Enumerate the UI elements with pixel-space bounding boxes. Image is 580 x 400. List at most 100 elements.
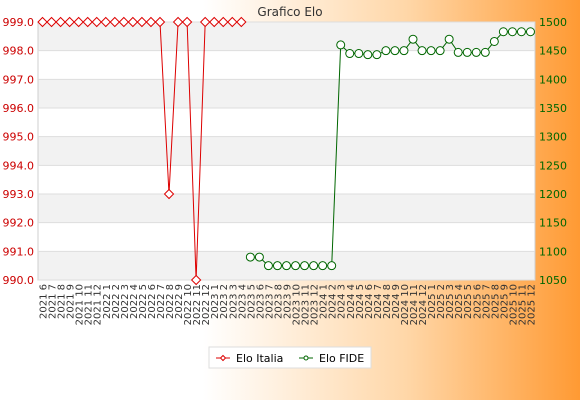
y-right-tick-label: 1400 — [539, 73, 567, 86]
series-point — [381, 46, 391, 56]
x-tick-label: 2022 12 — [201, 284, 212, 325]
plot-band — [38, 136, 535, 166]
y-right-tick-label: 1500 — [539, 16, 567, 29]
series-point — [199, 16, 211, 28]
series-point — [209, 16, 220, 28]
x-tick-label: 2025 12 — [526, 284, 537, 325]
series-point — [390, 46, 400, 56]
series-point — [408, 34, 418, 44]
y-right-tick-label: 1250 — [539, 159, 567, 172]
series-point — [272, 261, 282, 271]
x-tick-label: 2024 11 — [409, 284, 420, 325]
x-tick-label: 2022 4 — [129, 284, 140, 319]
series-point — [263, 261, 273, 271]
x-tick-label: 2024 1 — [319, 284, 330, 319]
series-point — [82, 16, 93, 28]
legend-swatch-marker — [219, 354, 227, 362]
y-left-tick-label: 994.0 — [3, 159, 35, 172]
series-point — [471, 47, 481, 57]
series-point — [236, 16, 247, 28]
x-tick-label: 2021 10 — [75, 284, 86, 325]
x-tick-label: 2023 12 — [310, 284, 321, 325]
series-point — [354, 49, 364, 59]
series-point — [91, 16, 102, 28]
series-point — [55, 16, 66, 28]
plot-area — [37, 21, 536, 281]
series-point — [426, 46, 436, 56]
plot-band — [38, 50, 535, 80]
x-tick-label: 2024 10 — [400, 284, 411, 325]
chart-title: Grafico Elo — [257, 5, 322, 19]
x-tick-label: 2022 6 — [147, 284, 158, 319]
series-layer — [37, 16, 535, 286]
x-tick-label: 2021 11 — [84, 284, 95, 325]
y-left-tick-label: 993.0 — [3, 188, 35, 201]
x-tick-label: 2025 11 — [517, 284, 528, 325]
x-tick-label: 2021 8 — [57, 284, 68, 319]
x-tick-label: 2024 12 — [418, 284, 429, 325]
y-right-tick-label: 1350 — [539, 102, 567, 115]
series-point — [163, 188, 175, 200]
series-point — [100, 16, 111, 28]
y-right-tick-label: 1200 — [539, 188, 567, 201]
x-tick-label: 2025 4 — [454, 284, 465, 319]
series-point — [245, 252, 255, 262]
x-tick-label: 2023 11 — [301, 284, 312, 325]
y-left-tick-label: 999.0 — [3, 16, 35, 29]
series-point — [309, 261, 319, 271]
series-point — [218, 16, 229, 28]
x-tick-label: 2024 6 — [364, 284, 375, 319]
series-point — [399, 46, 409, 56]
y-right-tick-label: 1450 — [539, 45, 567, 58]
y-right-axis: 1050 1100 1150 1200 1250 1300 1350 1400 1450 1500 — [539, 16, 567, 287]
plot-band — [38, 194, 535, 223]
series-point — [136, 16, 148, 28]
x-tick-label: 2025 8 — [490, 284, 501, 319]
series-point — [453, 47, 463, 57]
legend-label: Elo FIDE — [319, 352, 364, 365]
y-right-tick-label: 1050 — [539, 274, 567, 287]
series-point — [118, 16, 130, 28]
y-left-tick-label: 997.0 — [3, 73, 35, 86]
x-tick-label: 2025 7 — [481, 284, 492, 319]
x-tick-label: 2022 7 — [156, 284, 167, 319]
x-tick-label: 2022 2 — [111, 284, 122, 319]
plot-band — [38, 222, 535, 252]
x-tick-label: 2023 10 — [292, 284, 303, 325]
series-point — [73, 16, 84, 28]
x-tick-label: 2023 6 — [255, 284, 266, 319]
series-point — [372, 50, 382, 60]
series-point — [154, 16, 166, 28]
series-point — [363, 50, 373, 60]
y-left-tick-label: 991.0 — [3, 245, 35, 258]
x-tick-label: 2023 3 — [228, 284, 239, 319]
plot-band — [38, 108, 535, 137]
x-tick-label: 2023 8 — [273, 284, 284, 319]
series-point — [336, 40, 346, 50]
y-left-axis: 990.0 991.0 992.0 993.0 994.0 995.0 996.0 997.0… — [3, 16, 35, 287]
x-tick-label: 2024 2 — [328, 284, 339, 319]
series-point — [291, 261, 301, 271]
plot-band — [38, 165, 535, 194]
series-point — [444, 34, 454, 44]
x-tick-label: 2024 7 — [373, 284, 384, 319]
series-point — [318, 261, 328, 271]
x-tick-label: 2022 3 — [120, 284, 131, 319]
x-tick-label: 2021 6 — [39, 284, 50, 319]
x-tick-label: 2025 3 — [445, 284, 456, 319]
series-point — [498, 27, 508, 37]
legend-box — [208, 346, 372, 369]
x-tick-label: 2025 6 — [472, 284, 483, 319]
x-tick-label: 2021 7 — [48, 284, 59, 319]
x-tick-label: 2022 11 — [192, 284, 203, 325]
series-point — [489, 36, 499, 46]
series-point — [254, 252, 264, 262]
series-point — [507, 27, 517, 37]
series-point — [435, 46, 445, 56]
series-point — [462, 47, 472, 57]
y-left-tick-label: 998.0 — [3, 45, 35, 58]
series-point — [127, 16, 139, 28]
y-right-tick-label: 1300 — [539, 131, 567, 144]
series-point — [109, 16, 121, 28]
